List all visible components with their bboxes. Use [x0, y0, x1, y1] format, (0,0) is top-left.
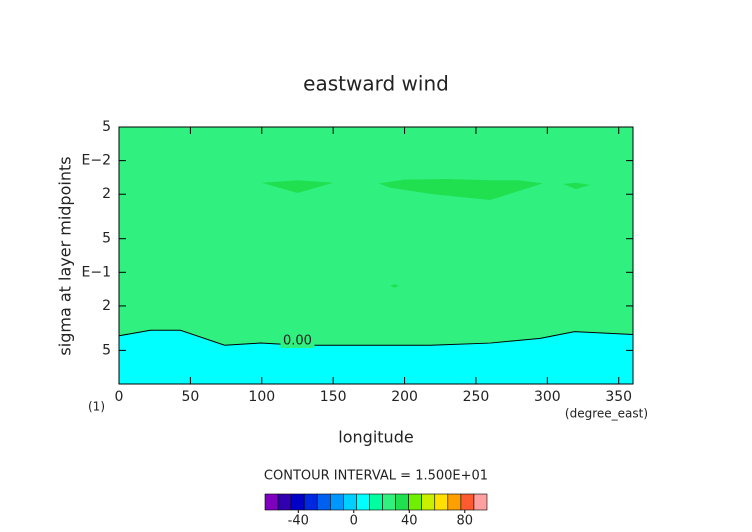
colorbar-box: [434, 493, 449, 511]
zero-contour: [118, 329, 634, 346]
y-tick-label: E−1: [82, 264, 111, 280]
y-units: (1): [88, 400, 105, 414]
x-tick-label: 250: [463, 389, 490, 405]
colorbar-box: [369, 493, 383, 511]
x-tick-label: 50: [181, 389, 199, 405]
contour-patch: [378, 178, 544, 200]
contour-patch: [390, 284, 399, 288]
contour-interval: CONTOUR INTERVAL = 1.500E+01: [264, 469, 488, 484]
colorbar-tick-label: -40: [288, 514, 309, 529]
colorbar-tick-label: 40: [401, 514, 418, 529]
x-tick-label: 100: [248, 389, 275, 405]
below-zero-region: [119, 330, 633, 384]
contour-patch: [261, 180, 334, 194]
plot-frame: [118, 126, 634, 385]
y-tick-label: 2: [102, 298, 111, 314]
contour-label: 0.00: [283, 334, 312, 349]
colorbar-box: [264, 493, 279, 511]
colorbar-tick-label: 0: [350, 514, 358, 529]
colorbar-box: [316, 493, 331, 511]
contour-label-bg: [280, 334, 315, 348]
colorbar-tick-label: 80: [457, 514, 474, 529]
colorbar-box: [473, 493, 488, 511]
y-tick-label: 5: [102, 231, 111, 247]
x-tick-label: 300: [534, 389, 561, 405]
y-tick-label: 2: [102, 186, 111, 202]
y-tick-label: 5: [102, 119, 111, 135]
x-axis-label: longitude: [338, 428, 413, 447]
y-axis-label: sigma at layer midpoints: [56, 156, 75, 355]
colorbar-box: [447, 493, 462, 511]
x-tick-label: 0: [115, 389, 124, 405]
x-units: (degree_east): [565, 407, 648, 421]
colorbar-box: [460, 493, 475, 511]
y-tick-label: E−2: [82, 153, 111, 169]
colorbar-box: [408, 493, 423, 511]
colorbar-box: [395, 493, 409, 511]
colorbar-box: [329, 493, 344, 511]
x-tick-label: 150: [320, 389, 347, 405]
colorbar-box: [343, 493, 357, 511]
x-tick-label: 200: [391, 389, 418, 405]
contour-patch: [563, 182, 591, 190]
x-tick-label: 350: [605, 389, 632, 405]
colorbar-box: [382, 493, 396, 511]
colorbar-box: [290, 493, 305, 511]
colorbar-box: [421, 493, 436, 511]
colorbar-box: [277, 493, 292, 511]
colorbar-box: [303, 493, 318, 511]
chart-title: eastward wind: [303, 72, 449, 96]
colorbar-box: [356, 493, 370, 511]
y-tick-label: 5: [102, 342, 111, 358]
